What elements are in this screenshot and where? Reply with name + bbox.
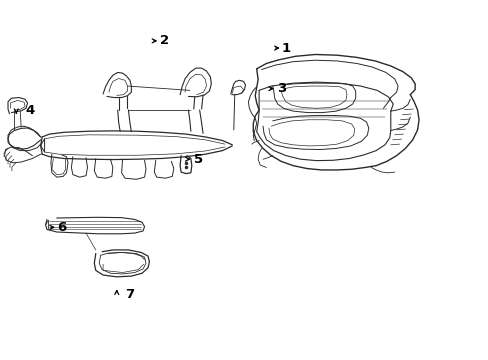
Text: 7: 7	[125, 288, 134, 301]
Text: 2: 2	[159, 34, 168, 48]
Text: 5: 5	[193, 153, 203, 166]
Text: 6: 6	[57, 221, 66, 234]
Text: 1: 1	[281, 41, 290, 54]
Text: 4: 4	[25, 104, 34, 117]
Text: 3: 3	[276, 82, 285, 95]
